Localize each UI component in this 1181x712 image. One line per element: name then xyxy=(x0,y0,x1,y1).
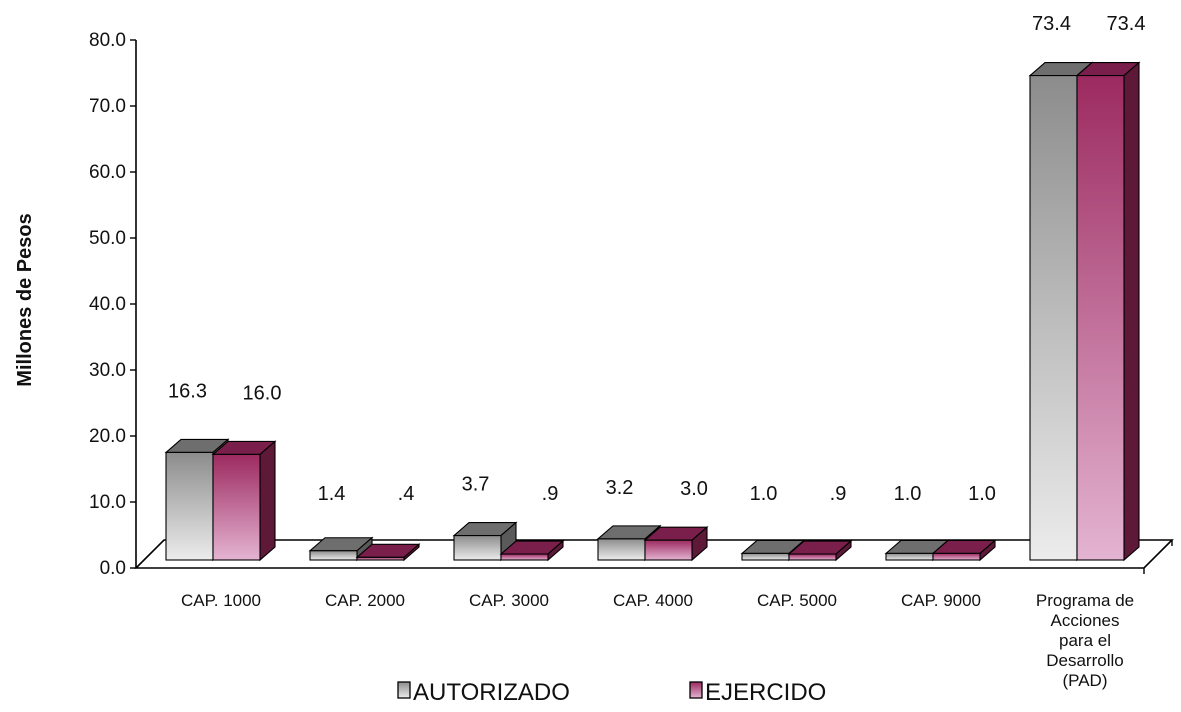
bar-ejercido-4 xyxy=(643,525,709,562)
bar-ejercido-6 xyxy=(931,539,997,562)
data-label-ejercido-7: 73.4 xyxy=(1107,13,1146,35)
bar-ejercido-5 xyxy=(787,539,853,562)
x-tick-label: CAP. 2000 xyxy=(325,591,405,610)
x-tick-label: CAP. 4000 xyxy=(613,591,693,610)
bar-autorizado-3 xyxy=(452,521,518,562)
bar-ejercido-7 xyxy=(1075,61,1141,562)
data-label-ejercido-2: .4 xyxy=(398,483,415,505)
data-label-autorizado-1: 16.3 xyxy=(168,380,207,402)
legend-label: EJERCIDO xyxy=(705,679,826,706)
legend-item-autorizado: AUTORIZADO xyxy=(397,679,570,706)
x-tick-label: CAP. 1000 xyxy=(181,591,261,610)
data-label-autorizado-4: 3.2 xyxy=(606,477,634,499)
x-tick-label: CAP. 9000 xyxy=(901,591,981,610)
data-label-autorizado-2: 1.4 xyxy=(318,483,346,505)
y-tick-label: 50.0 xyxy=(89,228,126,249)
data-label-ejercido-4: 3.0 xyxy=(680,478,708,500)
y-tick-label: 10.0 xyxy=(89,492,126,513)
data-label-autorizado-6: 1.0 xyxy=(894,483,922,505)
legend: AUTORIZADO EJERCIDO xyxy=(397,679,826,706)
bar-ejercido-2 xyxy=(355,543,421,562)
y-tick-label: 60.0 xyxy=(89,162,126,183)
x-tick-label: CAP. 5000 xyxy=(757,591,837,610)
x-axis-ticks: CAP. 1000 CAP. 2000 CAP. 3000 CAP. 4000 CAP.… xyxy=(181,591,1134,690)
legend-swatch xyxy=(689,681,703,699)
bars xyxy=(164,61,1141,562)
y-tick-label: 0.0 xyxy=(100,558,126,579)
y-tick-label: 80.0 xyxy=(89,30,126,51)
bar-ejercido-1 xyxy=(211,440,277,562)
data-label-ejercido-1: 16.0 xyxy=(243,382,282,404)
data-label-ejercido-6: 1.0 xyxy=(968,483,996,505)
y-tick-label: 20.0 xyxy=(89,426,126,447)
legend-swatch xyxy=(397,681,411,699)
data-labels: 16.3 16.0 1.4 .4 3.7 .9 3.2 3.0 1.0 .9 1.0 1.0 73.4 7… xyxy=(168,13,1145,505)
y-axis: 0.0 10.0 20.0 30.0 40.0 50.0 60.0 70.0 80.0 Millo… xyxy=(14,30,137,579)
bar-ejercido-3 xyxy=(499,539,565,562)
data-label-ejercido-3: .9 xyxy=(542,483,559,505)
data-label-autorizado-7: 73.4 xyxy=(1032,13,1071,35)
y-axis-label: Millones de Pesos xyxy=(14,213,36,386)
x-tick-label: Programa de Acciones para el Desarrollo (PAD… xyxy=(1036,591,1134,690)
x-tick-label: CAP. 3000 xyxy=(469,591,549,610)
y-tick-label: 40.0 xyxy=(89,294,126,315)
y-tick-label: 30.0 xyxy=(89,360,126,381)
y-tick-label: 70.0 xyxy=(89,96,126,117)
legend-item-ejercido: EJERCIDO xyxy=(689,679,826,706)
data-label-autorizado-5: 1.0 xyxy=(750,483,778,505)
legend-label: AUTORIZADO xyxy=(413,679,570,706)
data-label-ejercido-5: .9 xyxy=(830,483,847,505)
data-label-autorizado-3: 3.7 xyxy=(462,474,490,496)
